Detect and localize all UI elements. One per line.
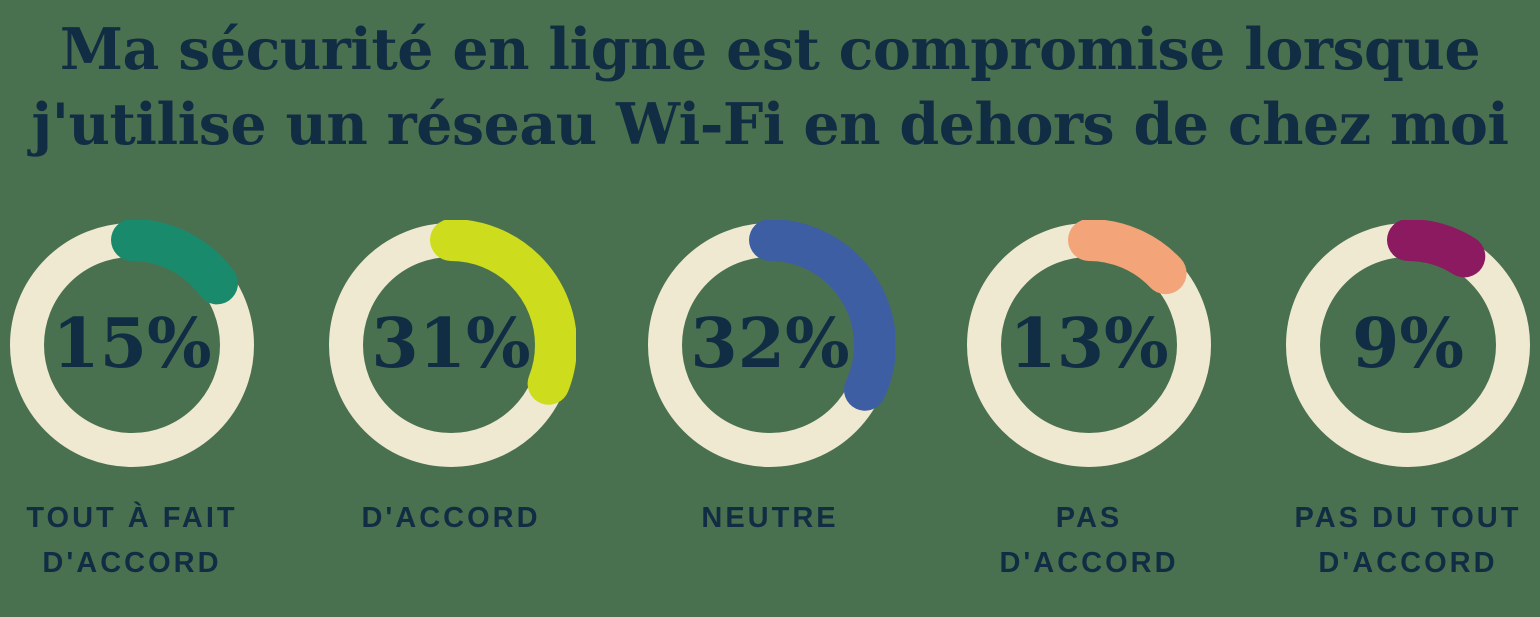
donut-gauge: 9% (1283, 220, 1533, 471)
donut-chart-item: 15% TOUT À FAIT D'ACCORD (7, 220, 257, 586)
donut-percent-label: 15% (52, 304, 212, 385)
donut-percent-label: 31% (371, 304, 531, 385)
donut-chart-item: 32% NEUTRE (645, 220, 895, 541)
donut-category-label: NEUTRE (701, 502, 839, 535)
donut-category-label: PAS D'ACCORD (999, 502, 1179, 580)
donut-category-label: PAS DU TOUT D'ACCORD (1294, 502, 1522, 580)
donut-svg (964, 220, 1214, 471)
chart-title-line-2: j'utilise un réseau Wi-Fi en dehors de c… (31, 91, 1509, 159)
donut-svg (1283, 220, 1533, 471)
donut-value-arc (1283, 220, 1533, 471)
donut-chart-item: 31% D'ACCORD (326, 220, 576, 541)
donut-category-label: TOUT À FAIT D'ACCORD (26, 502, 238, 580)
donut-charts-row: 15% TOUT À FAIT D'ACCORD 31% D'ACCORD 32… (0, 220, 1540, 586)
donut-gauge: 32% (645, 220, 895, 471)
donut-svg (326, 220, 576, 471)
chart-title-line-1: Ma sécurité en ligne est compromise lors… (59, 16, 1481, 83)
donut-gauge: 15% (7, 220, 257, 471)
donut-category-label: D'ACCORD (361, 502, 541, 535)
donut-percent-label: 9% (1352, 304, 1464, 385)
donut-chart-item: 9% PAS DU TOUT D'ACCORD (1283, 220, 1533, 586)
chart-title: Ma sécurité en ligne est compromise lors… (0, 0, 1540, 162)
donut-percent-label: 13% (1009, 304, 1169, 385)
donut-gauge: 13% (964, 220, 1214, 471)
donut-value-arc (326, 220, 576, 471)
donut-gauge: 31% (326, 220, 576, 471)
donut-value-arc (964, 220, 1214, 471)
donut-svg (7, 220, 257, 471)
donut-value-arc (7, 220, 257, 471)
donut-percent-label: 32% (690, 304, 850, 385)
donut-chart-item: 13% PAS D'ACCORD (964, 220, 1214, 586)
donut-value-arc (645, 220, 895, 471)
donut-svg (645, 220, 895, 471)
